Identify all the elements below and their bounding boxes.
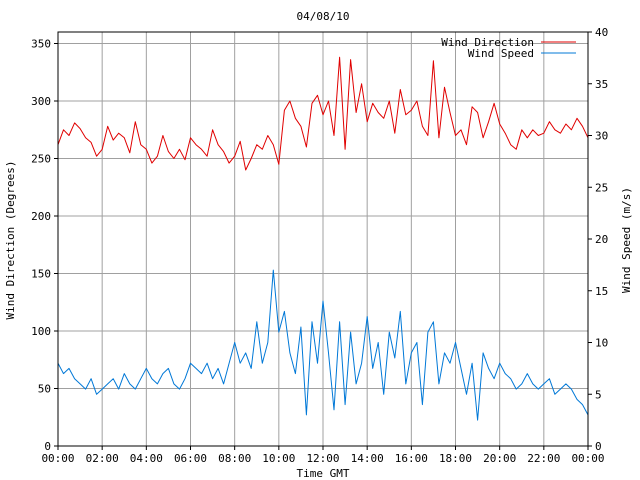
legend-label-direction: Wind Direction xyxy=(441,36,534,49)
series-line-wind-speed xyxy=(57,269,589,421)
y-left-tick-label: 300 xyxy=(31,95,51,108)
y-right-tick-label: 35 xyxy=(595,78,608,91)
y-axis-left-label: Wind Direction (Degrees) xyxy=(4,161,17,320)
legend: Wind Direction Wind Speed xyxy=(441,36,576,60)
x-tick-label: 22:00 xyxy=(527,452,560,465)
y-left-tick-label: 150 xyxy=(31,268,51,281)
legend-label-speed: Wind Speed xyxy=(468,47,534,60)
x-axis-label: Time GMT xyxy=(297,467,350,480)
x-tick-label: 14:00 xyxy=(351,452,384,465)
chart-title: 04/08/10 xyxy=(297,10,350,23)
y-right-tick-label: 0 xyxy=(595,440,602,453)
series-layer xyxy=(57,56,589,421)
x-tick-label: 16:00 xyxy=(395,452,428,465)
y-right-tick-label: 5 xyxy=(595,388,602,401)
x-tick-label: 04:00 xyxy=(130,452,163,465)
x-tick-label: 00:00 xyxy=(571,452,604,465)
grid-lines xyxy=(58,32,588,446)
y-right-tick-label: 20 xyxy=(595,233,608,246)
x-tick-label: 00:00 xyxy=(41,452,74,465)
x-tick-label: 20:00 xyxy=(483,452,516,465)
x-tick-label: 06:00 xyxy=(174,452,207,465)
y-left-tick-label: 250 xyxy=(31,153,51,166)
y-left-tick-label: 200 xyxy=(31,210,51,223)
x-tick-label: 12:00 xyxy=(306,452,339,465)
tick-marks xyxy=(54,31,592,450)
y-right-tick-label: 15 xyxy=(595,285,608,298)
y-right-tick-label: 30 xyxy=(595,130,608,143)
y-right-tick-label: 25 xyxy=(595,181,608,194)
x-tick-label: 10:00 xyxy=(262,452,295,465)
y-left-tick-label: 350 xyxy=(31,38,51,51)
y-left-tick-label: 0 xyxy=(44,440,51,453)
tick-labels: 00:00 02:00 04:00 06:00 08:00 10:00 12:00 14:00… xyxy=(31,26,608,465)
y-right-tick-label: 40 xyxy=(595,26,608,39)
y-left-tick-label: 50 xyxy=(38,383,51,396)
y-axis-right-label: Wind Speed (m/s) xyxy=(620,187,633,293)
y-right-tick-label: 10 xyxy=(595,337,608,350)
series-line-wind-direction xyxy=(57,56,589,171)
y-left-tick-label: 100 xyxy=(31,325,51,338)
x-tick-label: 08:00 xyxy=(218,452,251,465)
x-tick-label: 18:00 xyxy=(439,452,472,465)
x-tick-label: 02:00 xyxy=(86,452,119,465)
